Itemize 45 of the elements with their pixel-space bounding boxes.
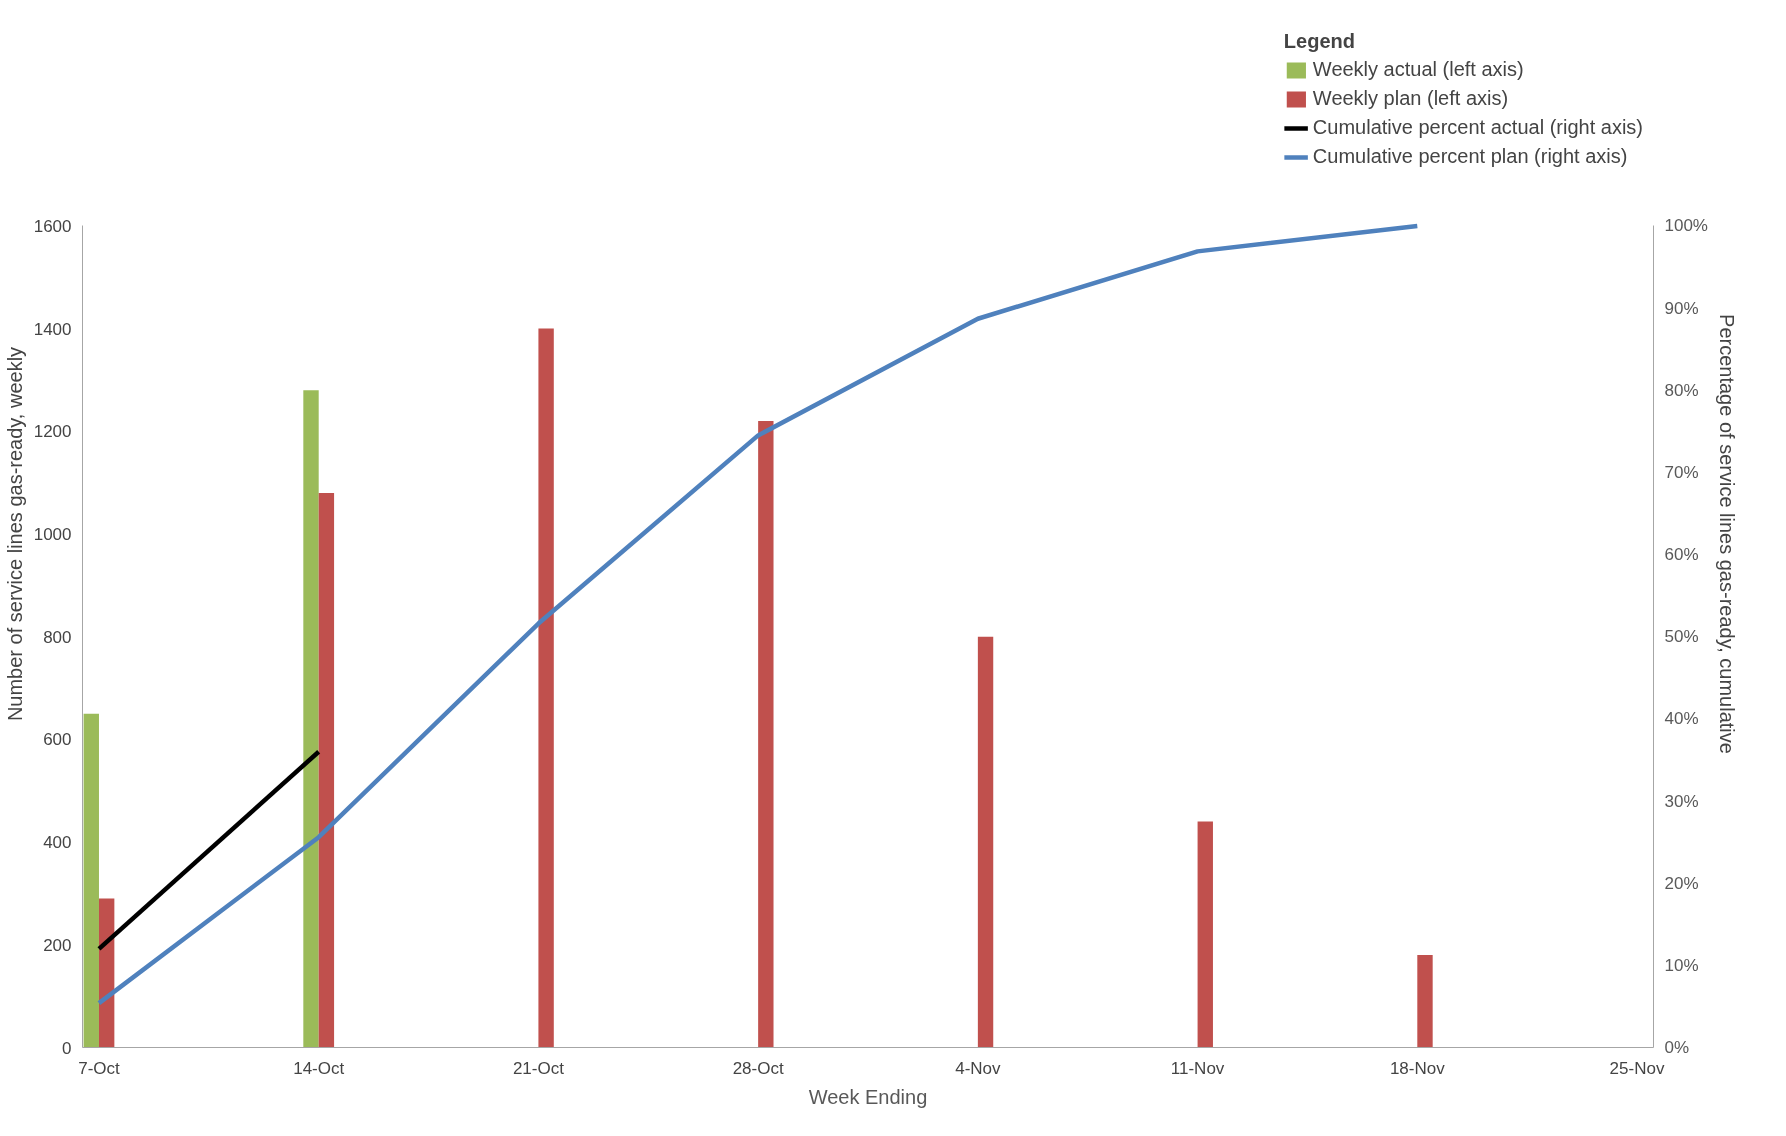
legend-label: Cumulative percent actual (right axis): [1312, 116, 1643, 139]
legend-title: Legend: [1283, 30, 1356, 53]
x-tick-label: 4-Nov: [955, 1058, 1002, 1078]
x-tick-label: 18-Nov: [1389, 1058, 1446, 1078]
x-tick-label: 25-Nov: [1609, 1058, 1665, 1078]
y2-tick-label: 70%: [1664, 462, 1699, 482]
y2-tick-label: 40%: [1664, 709, 1699, 729]
x-axis-title: Week Ending: [808, 1085, 928, 1108]
y-tick-label: 1000: [33, 525, 72, 544]
y2-tick-label: 30%: [1664, 791, 1699, 811]
bar: [318, 492, 335, 1048]
y2-tick-label: 100%: [1664, 216, 1708, 236]
legend-label: Weekly actual (left axis): [1312, 58, 1524, 81]
x-tick-label: 11-Nov: [1170, 1058, 1225, 1078]
x-tick-label: 21-Oct: [512, 1058, 565, 1078]
y-tick-label: 800: [43, 627, 72, 647]
y-tick-label: 400: [43, 833, 72, 853]
bar: [83, 713, 99, 1048]
y2-tick-label: 80%: [1664, 380, 1699, 400]
bar: [758, 421, 774, 1048]
y-tick-label: 0: [62, 1038, 72, 1058]
y-tick-label: 1600: [33, 216, 72, 236]
y2-tick-label: 90%: [1664, 298, 1699, 318]
x-tick-label: 28-Oct: [732, 1058, 784, 1078]
x-tick-label: 7-Oct: [78, 1058, 121, 1078]
y-tick-label: 1200: [33, 422, 72, 442]
bar: [977, 636, 994, 1048]
y-tick-label: 1400: [33, 319, 72, 339]
y2-tick-label: 50%: [1664, 627, 1699, 647]
bar: [1417, 955, 1433, 1048]
y-tick-label: 600: [43, 730, 72, 750]
bar: [538, 328, 554, 1048]
line-series: [96, 223, 1420, 1006]
legend-label: Cumulative percent plan (right axis): [1312, 145, 1628, 168]
x-tick-label: 14-Oct: [293, 1058, 345, 1078]
y2-tick-label: 10%: [1664, 955, 1699, 975]
y2-axis-title: Percentage of service lines gas-ready, cumulative: [1715, 314, 1738, 754]
y-axis-title: Number of service lines gas-ready, weekly: [3, 346, 26, 722]
bar: [303, 390, 319, 1048]
bar: [1197, 821, 1213, 1048]
y2-tick-label: 20%: [1664, 873, 1699, 893]
legend-label: Weekly plan (left axis): [1312, 87, 1509, 110]
y2-tick-label: 0%: [1664, 1038, 1690, 1057]
y2-tick-label: 60%: [1664, 545, 1699, 565]
y-tick-label: 200: [43, 935, 72, 955]
